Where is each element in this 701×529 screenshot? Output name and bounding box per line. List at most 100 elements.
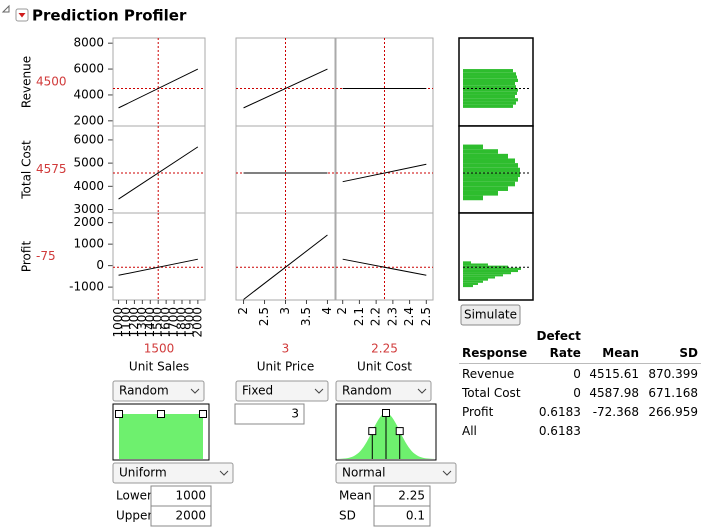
table-cell: 0: [573, 366, 581, 381]
distribution-dropdown-label: Normal: [342, 466, 385, 480]
sim-bar: [463, 274, 503, 277]
sim-bar: [463, 101, 516, 105]
x-tick-label: 4: [320, 307, 334, 315]
sim-bar: [463, 158, 515, 164]
table-cell: 0.6183: [538, 423, 581, 438]
sim-bar: [463, 104, 513, 108]
input-box[interactable]: [234, 403, 305, 425]
response-name: Profit: [20, 241, 34, 273]
handle[interactable]: [115, 410, 123, 418]
profile-trace: [243, 68, 328, 109]
input-box[interactable]: [150, 505, 212, 527]
mode-dropdown-label: Random: [342, 384, 392, 398]
handle[interactable]: [395, 427, 404, 436]
x-tick-label: 1400: [143, 307, 157, 338]
table-cell: 4587.98: [589, 385, 640, 400]
y-tick-label: 1000: [73, 237, 104, 251]
sim-bar: [463, 282, 478, 285]
x-tick-label: 2.5: [419, 307, 433, 326]
sim-bar: [463, 280, 483, 283]
x-tick-label: 2.4: [402, 307, 416, 326]
x-tick-label: 3.5: [299, 307, 313, 326]
y-tick-label: 6000: [73, 62, 104, 76]
param-name: SD: [339, 509, 356, 523]
x-tick-label: 2: [335, 307, 349, 315]
simulation-table: Response Defect Rate Mean SD Revenue 0 4515.6…: [459, 327, 701, 440]
mode-dropdown-label: Fixed: [242, 384, 273, 398]
table-cell: 4515.61: [589, 366, 640, 381]
sim-bar: [463, 75, 517, 79]
mode-dropdown[interactable]: [112, 380, 205, 402]
param-name: Lower: [116, 489, 152, 503]
param-name: Upper: [116, 509, 152, 523]
x-tick-label: 2000: [190, 307, 204, 338]
sim-bar: [463, 263, 488, 266]
table-cell: 671.168: [648, 385, 698, 400]
sim-bar: [463, 172, 520, 178]
mode-dropdown-arrow: [417, 388, 427, 394]
distribution-dropdown-arrow: [442, 470, 452, 476]
sim-bar: [463, 276, 495, 279]
column-header: SD: [642, 327, 701, 364]
x-tick-label: 1000: [111, 307, 125, 338]
profile-trace: [118, 68, 199, 109]
sim-bar: [463, 91, 517, 95]
profile-panel: [112, 37, 206, 127]
profile-trace: [342, 258, 427, 276]
sim-bar: [463, 269, 518, 273]
table-cell: [584, 421, 642, 440]
x-tick-label: 1600: [159, 307, 173, 338]
x-tick-label: 2.3: [385, 307, 399, 326]
sim-bar: [463, 94, 515, 99]
y-tick-label: 3000: [73, 202, 104, 216]
mode-dropdown[interactable]: [335, 380, 432, 402]
table-cell: 0: [573, 385, 581, 400]
distribution-dropdown[interactable]: [335, 462, 457, 484]
profile-trace: [243, 234, 328, 300]
x-tick-label: 2.2: [369, 307, 383, 326]
x-tick-label: 2.5: [257, 307, 271, 326]
x-tick-label: 1100: [119, 307, 133, 338]
simulate-button[interactable]: [460, 304, 521, 326]
sim-bar: [463, 284, 473, 288]
sim-bar: [463, 278, 488, 281]
handle[interactable]: [157, 410, 165, 418]
table-row: All 0.6183: [459, 421, 701, 440]
y-tick-label: 4000: [73, 87, 104, 101]
table-cell: All: [462, 423, 477, 438]
factor-name: Unit Sales: [129, 360, 189, 374]
sim-bar: [463, 186, 508, 191]
handle[interactable]: [382, 409, 390, 417]
x-tick-label: 1500: [151, 307, 165, 338]
handle[interactable]: [199, 410, 207, 418]
distribution-dropdown-label: Uniform: [119, 466, 167, 480]
profile-panel: [112, 125, 206, 214]
sim-bar: [463, 82, 515, 86]
handle[interactable]: [368, 427, 377, 436]
sim-bar: [463, 144, 483, 150]
sim-bar: [463, 265, 508, 268]
sim-bar: [463, 267, 521, 270]
table-cell: Revenue: [462, 366, 515, 381]
collapse-toggle[interactable]: [1, 4, 10, 13]
y-tick-label: 8000: [73, 36, 104, 50]
menu-button[interactable]: [15, 8, 29, 22]
table-cell: [642, 421, 701, 440]
sim-bar: [463, 153, 508, 159]
x-tick-label: 2: [236, 307, 250, 315]
input-box[interactable]: [373, 505, 431, 527]
sim-bar: [463, 149, 498, 154]
table-cell: 0.6183: [538, 404, 581, 419]
response-current: 4500: [36, 75, 67, 89]
table-cell: Profit: [462, 404, 494, 419]
y-tick-label: 2000: [73, 215, 104, 229]
table-cell: -72.368: [592, 404, 640, 419]
profile-trace: [342, 163, 427, 183]
distribution-dropdown[interactable]: [112, 462, 234, 484]
table-row: Revenue 0 4515.61 870.399: [459, 364, 701, 384]
profile-trace: [118, 258, 198, 276]
title: Prediction Profiler: [32, 7, 187, 25]
y-tick-label: -1000: [69, 280, 104, 294]
response-name: Revenue: [20, 56, 34, 108]
mode-dropdown[interactable]: [235, 380, 329, 402]
